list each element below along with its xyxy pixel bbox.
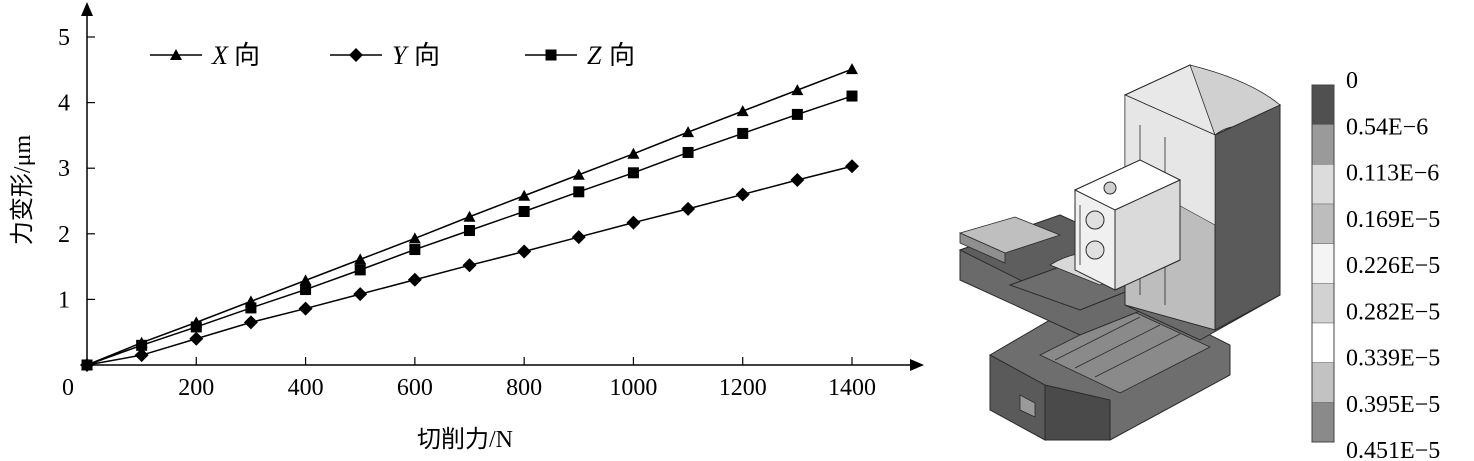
diamond-marker	[845, 159, 859, 174]
diamond-marker	[790, 173, 805, 188]
square-marker	[464, 225, 475, 237]
color-scale-legend: 0 0.54E−6 0.113E−6 0.169E−5 0.226E−5 0.282E−5…	[1311, 68, 1440, 460]
scale-swatch	[1311, 402, 1335, 443]
diamond-marker	[349, 48, 363, 62]
triangle-marker	[354, 253, 367, 265]
square-marker	[682, 146, 694, 158]
scale-swatch	[1311, 203, 1335, 244]
diamond-marker	[243, 315, 258, 330]
diamond-marker	[571, 230, 586, 245]
scale-swatch	[1311, 362, 1335, 403]
square-marker	[190, 321, 202, 333]
triangle-marker	[627, 147, 640, 159]
triangle-marker	[791, 84, 804, 96]
triangle-marker	[682, 126, 695, 138]
x-tick-label: 400	[288, 375, 324, 401]
square-marker	[409, 244, 421, 256]
scale-swatch	[1311, 84, 1335, 125]
scale-label: 0.451E−5	[1346, 438, 1440, 460]
square-marker	[300, 284, 312, 296]
legend-suffix-label: 向	[234, 41, 260, 70]
diamond-marker	[681, 201, 696, 216]
diamond-marker	[626, 215, 641, 230]
square-marker	[545, 49, 557, 61]
x-tick-label: 1000	[609, 375, 657, 401]
x-tick-label: 600	[397, 375, 433, 401]
scale-swatch	[1311, 164, 1335, 205]
scale-label: 0.54E−6	[1346, 114, 1428, 140]
square-marker	[791, 108, 803, 120]
triangle-marker	[736, 105, 749, 117]
scale-label: 0.169E−5	[1346, 207, 1440, 233]
square-marker	[245, 302, 257, 314]
x-tick-label: 800	[506, 375, 542, 401]
scale-label: 0.113E−6	[1346, 161, 1439, 187]
legend-axis-label: X	[211, 41, 229, 70]
triangle-marker	[299, 274, 312, 286]
x-tick-label: 1200	[719, 375, 767, 401]
triangle-marker	[846, 63, 858, 75]
x-tick-label: 1400	[828, 375, 876, 401]
square-marker	[737, 127, 749, 139]
diamond-marker	[353, 287, 368, 302]
triangle-marker	[518, 189, 531, 201]
y-axis-title: 力变形/μm	[9, 135, 36, 246]
x-axis-arrow	[910, 359, 924, 371]
triangle-marker	[572, 168, 585, 180]
origin-label: 0	[62, 375, 74, 401]
scale-label: 0.226E−5	[1346, 253, 1440, 279]
diamond-marker	[298, 301, 313, 316]
triangle-marker	[463, 210, 476, 222]
legend-axis-label: Z	[587, 41, 602, 70]
legend-axis-label: Y	[392, 41, 409, 70]
square-marker	[81, 359, 93, 371]
scale-swatch	[1311, 283, 1335, 324]
scale-label: 0.395E−5	[1346, 392, 1440, 418]
y-tick-label: 1	[58, 287, 70, 313]
square-marker	[518, 205, 530, 217]
diamond-marker	[462, 258, 477, 273]
scale-label: 0.282E−5	[1346, 299, 1440, 325]
machine-tool-fem-image	[958, 64, 1282, 441]
diamond-marker	[407, 272, 422, 287]
scale-swatch	[1311, 124, 1335, 165]
deformation-chart: 200 400 600 800 1000 1200 1400 1 2 3 4 5 0 切削力/N 力变形/μ…	[9, 2, 924, 453]
legend-suffix-label: 向	[414, 41, 440, 70]
scale-swatch	[1311, 243, 1335, 284]
y-axis-arrow	[81, 2, 93, 16]
legend-suffix-label: 向	[609, 41, 635, 70]
y-tick-label: 4	[58, 91, 70, 117]
y-tick-label: 2	[58, 222, 70, 248]
square-marker	[136, 339, 148, 351]
y-tick-label: 3	[58, 156, 70, 182]
y-tick-label: 5	[58, 25, 70, 51]
scale-label: 0	[1346, 68, 1358, 94]
triangle-marker	[170, 49, 182, 60]
scale-label: 0.339E−5	[1346, 346, 1440, 372]
x-axis-title: 切削力/N	[417, 426, 513, 453]
square-marker	[354, 264, 366, 276]
diamond-marker	[735, 187, 750, 202]
scale-frame	[1311, 84, 1335, 443]
triangle-marker	[408, 232, 421, 244]
diamond-marker	[189, 331, 204, 346]
square-marker	[627, 167, 639, 179]
square-marker	[846, 90, 858, 102]
x-tick-label: 200	[178, 375, 214, 401]
square-marker	[573, 186, 585, 198]
diamond-marker	[134, 348, 149, 363]
scale-swatch	[1311, 322, 1335, 363]
diamond-marker	[517, 244, 532, 259]
